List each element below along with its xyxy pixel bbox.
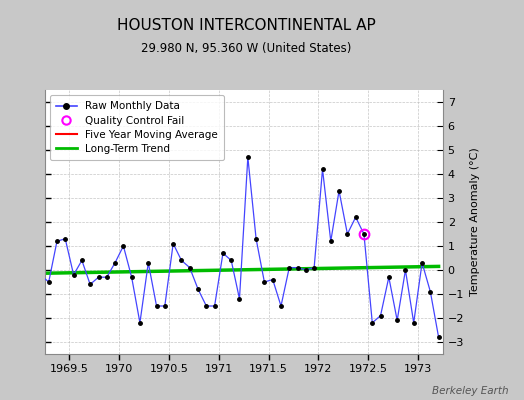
Text: 29.980 N, 95.360 W (United States): 29.980 N, 95.360 W (United States) (141, 42, 352, 55)
Text: HOUSTON INTERCONTINENTAL AP: HOUSTON INTERCONTINENTAL AP (117, 18, 376, 33)
Text: Berkeley Earth: Berkeley Earth (432, 386, 508, 396)
Legend: Raw Monthly Data, Quality Control Fail, Five Year Moving Average, Long-Term Tren: Raw Monthly Data, Quality Control Fail, … (50, 95, 224, 160)
Y-axis label: Temperature Anomaly (°C): Temperature Anomaly (°C) (470, 148, 479, 296)
